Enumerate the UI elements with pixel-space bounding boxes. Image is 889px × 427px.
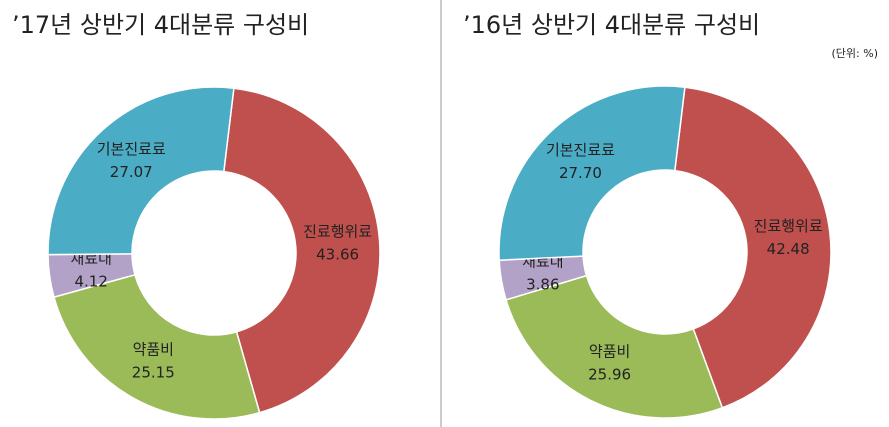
value-label: 43.66 [316,246,359,264]
unit-label: (단위: %) [832,47,878,60]
segment-label: 진료행위료 [303,223,372,241]
donut-segment [498,85,686,262]
donut-segment [53,273,261,420]
segment-label: 약품비 [589,342,630,360]
chart-title: ’17년 상반기 4대분류 구성비 [12,11,309,39]
segment-label: 약품비 [133,341,174,359]
donut-segment [673,86,832,409]
value-label: 25.15 [132,364,175,382]
value-label: 3.86 [526,276,559,294]
value-label: 27.70 [559,164,602,182]
segment-label: 기본진료료 [546,141,615,159]
donut-segment [47,86,235,256]
segment-label: 기본진료료 [97,140,166,158]
donut-segment [222,87,381,414]
value-label: 25.96 [588,365,631,383]
donut-segment [505,274,724,419]
value-label: 27.07 [110,163,153,181]
value-label: 42.48 [767,240,810,258]
value-label: 4.12 [75,273,108,291]
segment-label: 진료행위료 [754,217,823,235]
chart-title: ’16년 상반기 4대분류 구성비 [463,11,760,39]
